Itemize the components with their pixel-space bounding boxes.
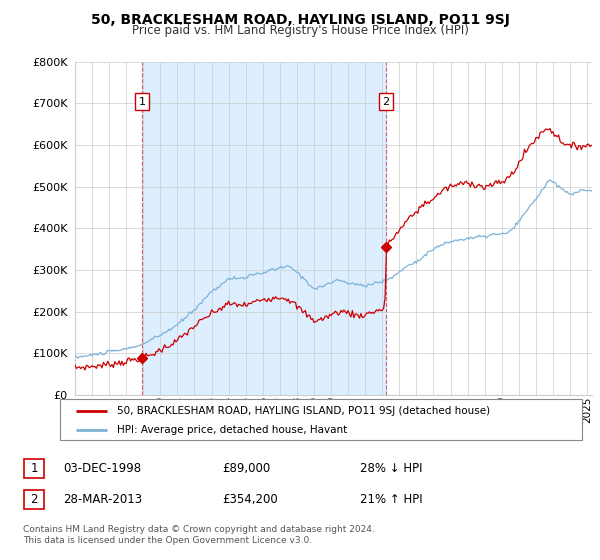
- Text: 1: 1: [31, 462, 38, 475]
- Text: 2: 2: [382, 96, 389, 106]
- Text: 1: 1: [139, 96, 145, 106]
- Text: Contains HM Land Registry data © Crown copyright and database right 2024.
This d: Contains HM Land Registry data © Crown c…: [23, 525, 374, 545]
- Text: 50, BRACKLESHAM ROAD, HAYLING ISLAND, PO11 9SJ: 50, BRACKLESHAM ROAD, HAYLING ISLAND, PO…: [91, 13, 509, 27]
- Text: 50, BRACKLESHAM ROAD, HAYLING ISLAND, PO11 9SJ (detached house): 50, BRACKLESHAM ROAD, HAYLING ISLAND, PO…: [118, 405, 491, 416]
- Text: 28% ↓ HPI: 28% ↓ HPI: [360, 462, 422, 475]
- Text: 28-MAR-2013: 28-MAR-2013: [63, 493, 142, 506]
- Text: 03-DEC-1998: 03-DEC-1998: [63, 462, 141, 475]
- Text: 21% ↑ HPI: 21% ↑ HPI: [360, 493, 422, 506]
- Bar: [142, 62, 386, 395]
- Text: £89,000: £89,000: [222, 462, 270, 475]
- Text: £354,200: £354,200: [222, 493, 278, 506]
- Text: HPI: Average price, detached house, Havant: HPI: Average price, detached house, Hava…: [118, 424, 347, 435]
- Text: 2: 2: [31, 493, 38, 506]
- Text: Price paid vs. HM Land Registry's House Price Index (HPI): Price paid vs. HM Land Registry's House …: [131, 24, 469, 36]
